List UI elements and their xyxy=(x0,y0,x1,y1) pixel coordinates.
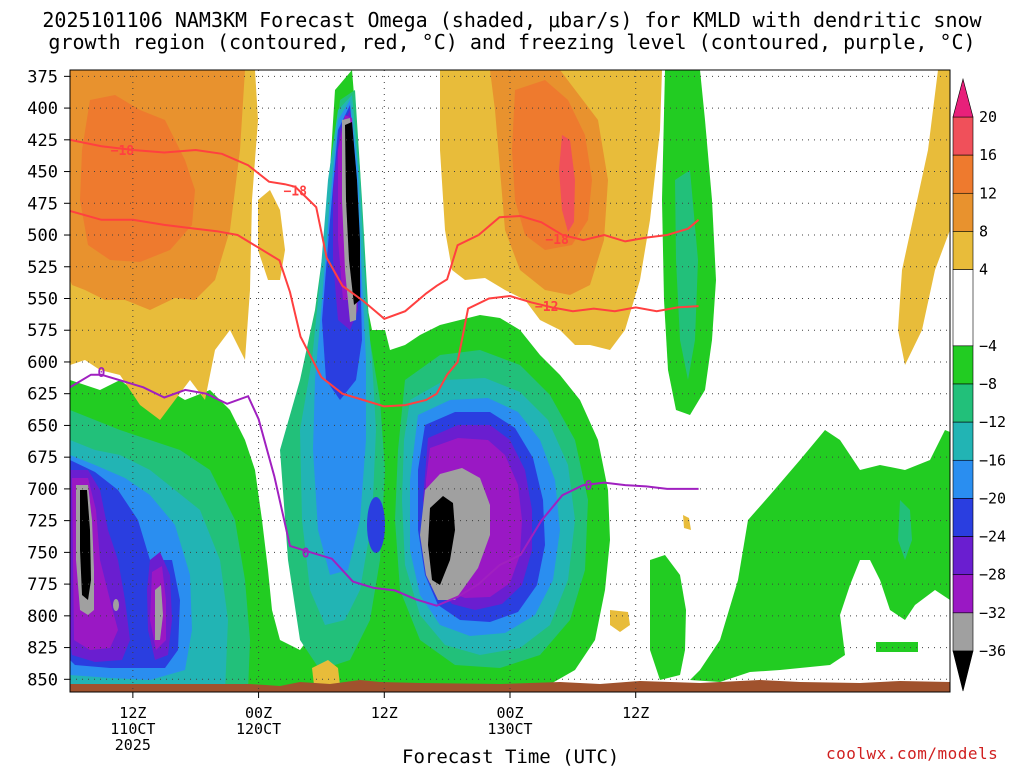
x-tick-label: 12Z xyxy=(371,704,398,722)
colorbar-bin xyxy=(952,231,974,270)
omega-region-yellow-lower xyxy=(610,610,630,632)
chart-title-line2: growth region (contoured, red, °C) and f… xyxy=(48,30,976,54)
y-tick-label: 600 xyxy=(27,353,58,373)
colorbar-bin xyxy=(952,459,974,499)
y-tick-label: 475 xyxy=(27,194,58,214)
colorbar-label: −36 xyxy=(979,642,1006,660)
x-tick-label: 00Z xyxy=(496,704,523,722)
colorbar-bin xyxy=(952,345,974,385)
colorbar-bin xyxy=(952,154,974,194)
omega-region-yellow-right xyxy=(898,70,950,365)
colorbar-label: −8 xyxy=(979,375,997,393)
x-tick-label: 12Z xyxy=(622,704,649,722)
omega-region-yellow-mid xyxy=(258,190,285,280)
colorbar-bin xyxy=(952,536,974,576)
source-credit[interactable]: coolwx.com/models xyxy=(826,744,999,763)
x-tick-label: 120CT xyxy=(236,720,281,738)
colorbar-high-arrow xyxy=(952,77,974,118)
colorbar-label: 4 xyxy=(979,261,988,279)
colorbar-bin xyxy=(952,116,974,156)
terrain-surface xyxy=(70,680,950,692)
x-tick-label: 00Z xyxy=(245,704,272,722)
contour-label: −12 xyxy=(535,300,558,315)
y-tick-label: 375 xyxy=(27,67,58,87)
colorbar-label: −20 xyxy=(979,489,1006,507)
contour-lines: −18 −18 −18 −12 0 0 0 xyxy=(70,138,700,607)
colorbar-label: 20 xyxy=(979,108,997,126)
omega-region-gray-b xyxy=(155,585,163,640)
contour-dendritic-minus12 xyxy=(70,209,699,408)
y-tick-label: 775 xyxy=(27,575,58,595)
y-tick-label: 850 xyxy=(27,670,58,690)
y-tick-label: 550 xyxy=(27,289,58,309)
y-tick-label: 525 xyxy=(27,258,58,278)
colorbar-bin xyxy=(952,383,974,423)
colorbar-label: −12 xyxy=(979,413,1006,431)
x-tick-label: 12Z xyxy=(119,704,146,722)
omega-region-black xyxy=(80,490,91,600)
x-axis-label: Forecast Time (UTC) xyxy=(402,746,620,768)
y-tick-label: 650 xyxy=(27,416,58,436)
colorbar-label: −28 xyxy=(979,566,1006,584)
y-tick-label: 800 xyxy=(27,607,58,627)
contour-label: 0 xyxy=(302,546,310,561)
contour-label: −18 xyxy=(111,144,135,159)
colorbar-label: 16 xyxy=(979,146,997,164)
colorbar-label: −32 xyxy=(979,604,1006,622)
x-tick-label: 110CT xyxy=(110,720,155,738)
contour-label: 0 xyxy=(98,366,106,381)
omega-region-gray-small xyxy=(113,599,119,611)
colorbar-label: −4 xyxy=(979,337,997,355)
omega-region-green-patch xyxy=(876,642,918,652)
colorbar-low-arrow xyxy=(952,650,974,692)
y-axis-ticks: 375 400 425 450 475 500 525 550 575 600 625 650 675 7… xyxy=(27,67,70,690)
y-tick-label: 675 xyxy=(27,448,58,468)
omega-region-seagreen-right xyxy=(675,170,698,380)
colorbar-bin xyxy=(952,192,974,232)
omega-region-teal-right xyxy=(898,500,912,560)
y-tick-label: 825 xyxy=(27,639,58,659)
x-tick-label: 2025 xyxy=(115,736,151,754)
omega-colorbar: 20 16 12 8 4 −4 −8 −12 −16 −20 −24 −28 −32 −36 xyxy=(952,77,1006,692)
y-tick-label: 700 xyxy=(27,480,58,500)
contour-freezing-level-0 xyxy=(70,373,699,607)
omega-region-black-core xyxy=(428,496,455,585)
contour-label: −18 xyxy=(283,185,307,200)
colorbar-bin xyxy=(952,421,974,461)
colorbar-label: 8 xyxy=(979,222,988,240)
omega-shading xyxy=(70,70,950,692)
colorbar-bin xyxy=(952,574,974,614)
omega-region-green-right xyxy=(690,430,950,682)
colorbar-bin xyxy=(952,612,974,652)
y-tick-label: 450 xyxy=(27,163,58,183)
y-tick-label: 425 xyxy=(27,131,58,151)
contour-label: −18 xyxy=(545,233,569,248)
y-tick-label: 625 xyxy=(27,385,58,405)
chart-title-line1: 2025101106 NAM3KM Forecast Omega (shaded… xyxy=(42,8,982,32)
omega-region-yellow-low xyxy=(312,660,340,685)
y-tick-label: 725 xyxy=(27,512,58,532)
colorbar-label: −24 xyxy=(979,528,1006,546)
y-tick-label: 575 xyxy=(27,321,58,341)
omega-region-black-top xyxy=(345,122,360,305)
contour-dendritic-minus18 xyxy=(70,138,700,320)
omega-region-green-lower xyxy=(650,555,686,680)
colorbar-label: −16 xyxy=(979,451,1006,469)
omega-region-red xyxy=(559,135,575,232)
colorbar-label: 12 xyxy=(979,184,997,202)
omega-region-darkblue-blob xyxy=(367,497,385,553)
omega-region-yellow-tiny xyxy=(683,515,691,530)
y-tick-label: 750 xyxy=(27,543,58,563)
colorbar-bin xyxy=(952,498,974,537)
x-tick-label: 130CT xyxy=(487,720,532,738)
y-tick-label: 400 xyxy=(27,99,58,119)
contour-label: 0 xyxy=(585,479,593,494)
y-tick-label: 500 xyxy=(27,226,58,246)
colorbar-bin xyxy=(952,269,974,347)
